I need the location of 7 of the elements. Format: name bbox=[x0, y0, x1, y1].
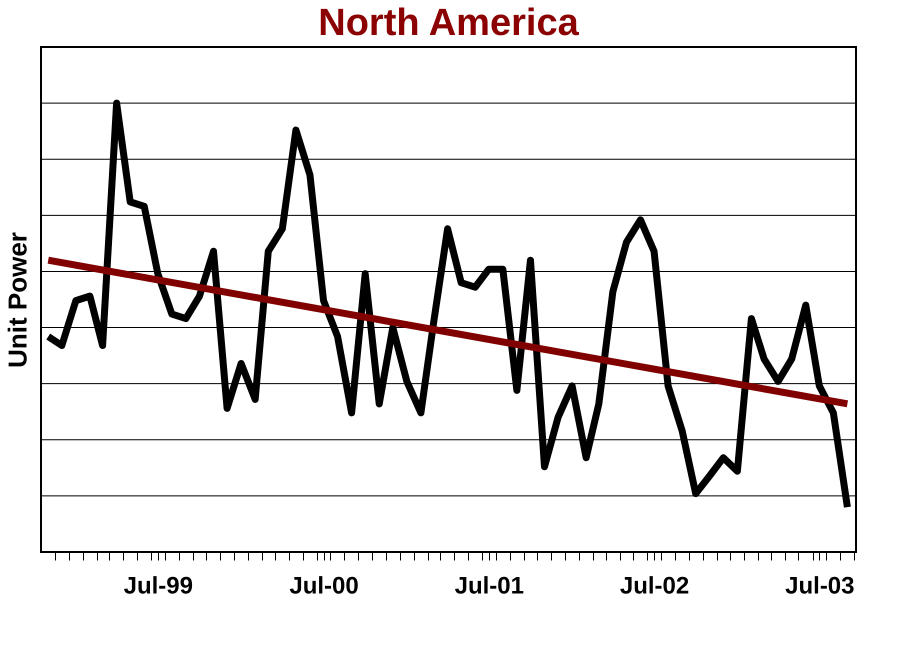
x-tick-label: Jul-01 bbox=[454, 572, 524, 600]
x-tick-label: Jul-03 bbox=[785, 572, 855, 600]
y-axis-title: Unit Power bbox=[2, 232, 32, 368]
chart-title: North America bbox=[318, 2, 580, 44]
x-tick-label: Jul-02 bbox=[620, 572, 690, 600]
x-tick-label: Jul-99 bbox=[124, 572, 194, 600]
x-tick-label: Jul-00 bbox=[289, 572, 359, 600]
